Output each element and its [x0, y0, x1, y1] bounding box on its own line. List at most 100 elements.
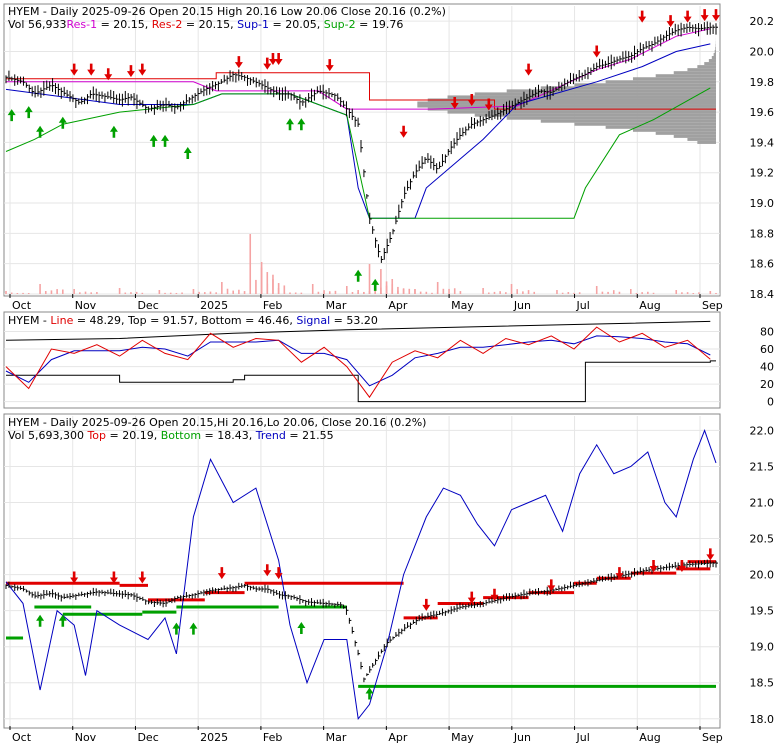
- volume-bar: [221, 282, 223, 294]
- volume-profile-bar: [708, 59, 716, 63]
- trend-x-tick-label: Jul: [576, 731, 590, 744]
- volume-profile-bar: [540, 119, 716, 123]
- volume-profile-bar: [506, 89, 716, 93]
- volume-bar: [681, 292, 683, 294]
- volume-profile-bar: [714, 49, 716, 53]
- buy-arrow: [297, 621, 306, 634]
- buy-arrow: [7, 109, 16, 122]
- legend-part-2: = 20.15,: [97, 18, 152, 31]
- trend-panel-frame: [3, 413, 721, 729]
- sell-arrow: [234, 56, 243, 69]
- stoch-y-tick-label: 20: [760, 378, 774, 391]
- volume-bar: [425, 291, 428, 294]
- volume-bar: [612, 290, 615, 294]
- sell-arrow: [70, 63, 79, 76]
- volume-bar: [255, 279, 257, 294]
- volume-bar: [317, 291, 320, 294]
- volume-profile-bar: [711, 56, 716, 60]
- buy-arrow: [183, 147, 192, 160]
- buy-arrow: [149, 134, 158, 147]
- volume-bar: [50, 290, 53, 294]
- stochastic-panel-frame: [3, 311, 721, 409]
- volume-bar: [10, 292, 13, 294]
- price-x-tick-label: Jul: [576, 299, 590, 312]
- sell-arrow: [217, 567, 226, 580]
- buy-arrow: [36, 614, 45, 627]
- volume-profile-bar: [713, 52, 716, 57]
- sell-arrow: [325, 59, 334, 72]
- price-x-tick-label: 2025: [200, 299, 228, 312]
- sell-arrow: [615, 567, 624, 580]
- volume-bar: [715, 292, 717, 294]
- volume-bar: [686, 292, 689, 294]
- volume-bar: [567, 292, 570, 294]
- sell-arrow: [138, 63, 147, 76]
- volume-bar: [90, 292, 92, 294]
- volume-bar: [277, 288, 280, 294]
- sell-arrow: [677, 559, 686, 572]
- sell-arrow: [712, 9, 720, 22]
- trend-y-tick-label: 19.0: [750, 641, 775, 654]
- volume-bar: [442, 288, 445, 294]
- volume-bar: [402, 289, 405, 294]
- volume-bar: [16, 293, 19, 294]
- sell-arrow: [592, 45, 601, 58]
- trend-line: [5, 428, 717, 721]
- buy-arrow: [189, 622, 198, 635]
- sell-arrow: [547, 579, 556, 592]
- stoch-line: [5, 326, 711, 399]
- price-x-tick-label: Mar: [326, 299, 347, 312]
- legend-part-5: Sup-1: [237, 18, 269, 31]
- volume-profile-bar: [687, 137, 716, 141]
- trend-x-tick-label: 2025: [200, 731, 228, 744]
- volume-bar: [323, 290, 325, 294]
- stoch-y-tick-label: 0: [767, 396, 774, 409]
- res1-line: [6, 28, 711, 110]
- sell-arrow: [70, 571, 79, 584]
- volume-bar: [283, 285, 286, 294]
- volume-bar: [79, 292, 81, 294]
- volume-bar: [408, 288, 411, 294]
- trend-x-tick-label: Apr: [388, 731, 408, 744]
- trend-y-tick-label: 18.5: [750, 677, 775, 690]
- price-x-tick-label: Oct: [12, 299, 32, 312]
- price-x-tick-label: Apr: [388, 299, 408, 312]
- volume-profile-bar: [506, 116, 716, 120]
- volume-bar: [635, 292, 638, 294]
- sell-arrow: [399, 125, 408, 138]
- trend-x-tick-label: Oct: [12, 731, 32, 744]
- volume-bar: [198, 291, 200, 294]
- legend-part-5: Trend: [255, 429, 286, 442]
- legend-part-0: Vol 5,693,300: [8, 429, 87, 442]
- volume-bar: [266, 272, 269, 294]
- volume-bar: [294, 292, 297, 294]
- volume-bar: [578, 292, 581, 294]
- buy-arrow: [109, 125, 118, 138]
- volume-bar: [243, 291, 246, 294]
- volume-profile-bar: [687, 68, 716, 72]
- trend-x-tick-label: Feb: [263, 731, 282, 744]
- volume-bar: [698, 292, 700, 294]
- volume-bar: [346, 286, 348, 294]
- sell-arrow: [666, 15, 675, 28]
- price-x-tick-label: Jun: [513, 299, 531, 312]
- price-x-tick-label: Aug: [639, 299, 660, 312]
- volume-bar: [397, 290, 399, 294]
- volume-bar: [397, 286, 399, 294]
- trend-x-tick-label: Dec: [137, 731, 158, 744]
- price-panel: 18.4 18.6 18.8 19.0 19.2 19.4 19.6 19.8 20.0 20.2…: [3, 3, 775, 312]
- volume-bar: [499, 291, 501, 294]
- volume-profile-bar: [655, 131, 716, 135]
- volume-bar: [391, 279, 394, 294]
- stoch-top-band: [5, 320, 711, 341]
- price-y-tick-label: 19.8: [750, 76, 775, 89]
- buy-arrow: [24, 106, 33, 119]
- buy-arrow: [354, 269, 363, 282]
- stochastic-panel: 0 20 40 60 80 HYEM - Line = 48.29, Top = 91.…: [3, 311, 774, 409]
- volume-bar: [692, 293, 695, 294]
- volume-bar: [260, 262, 263, 294]
- volume-bar: [204, 292, 206, 294]
- volume-bar: [22, 292, 24, 294]
- buy-arrow: [286, 118, 294, 131]
- trend-y-tick-label: 22.0: [750, 424, 775, 437]
